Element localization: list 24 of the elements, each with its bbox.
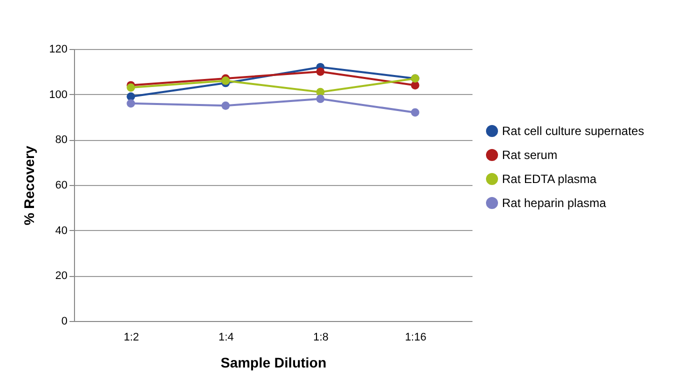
- point: [221, 101, 230, 110]
- x-tick-label: 1:16: [404, 332, 426, 344]
- legend-label: Rat EDTA plasma: [502, 172, 597, 186]
- y-axis-title: % Recovery: [21, 146, 38, 226]
- y-tick-label: 120: [49, 44, 68, 56]
- x-axis-title: Sample Dilution: [220, 354, 326, 370]
- x-tick-label: 1:8: [313, 332, 329, 344]
- legend-label: Rat heparin plasma: [502, 196, 606, 210]
- y-tick-label: 60: [55, 180, 68, 192]
- y-tick-label: 80: [55, 134, 68, 146]
- y-tick-label: 40: [55, 224, 68, 237]
- point: [126, 99, 136, 108]
- x-tick-label: 1:4: [218, 332, 234, 344]
- point: [221, 76, 230, 85]
- y-tick-label: 100: [49, 88, 68, 101]
- legend-label: Rat cell culture supernates: [502, 124, 644, 138]
- point: [410, 108, 420, 117]
- point: [316, 94, 325, 104]
- x-tick-label: 1:2: [124, 332, 140, 344]
- y-tick-label: 20: [55, 270, 68, 282]
- y-tick-label: 0: [61, 316, 68, 328]
- legend-label: Rat serum: [502, 148, 558, 162]
- point: [316, 67, 325, 76]
- point: [126, 83, 136, 92]
